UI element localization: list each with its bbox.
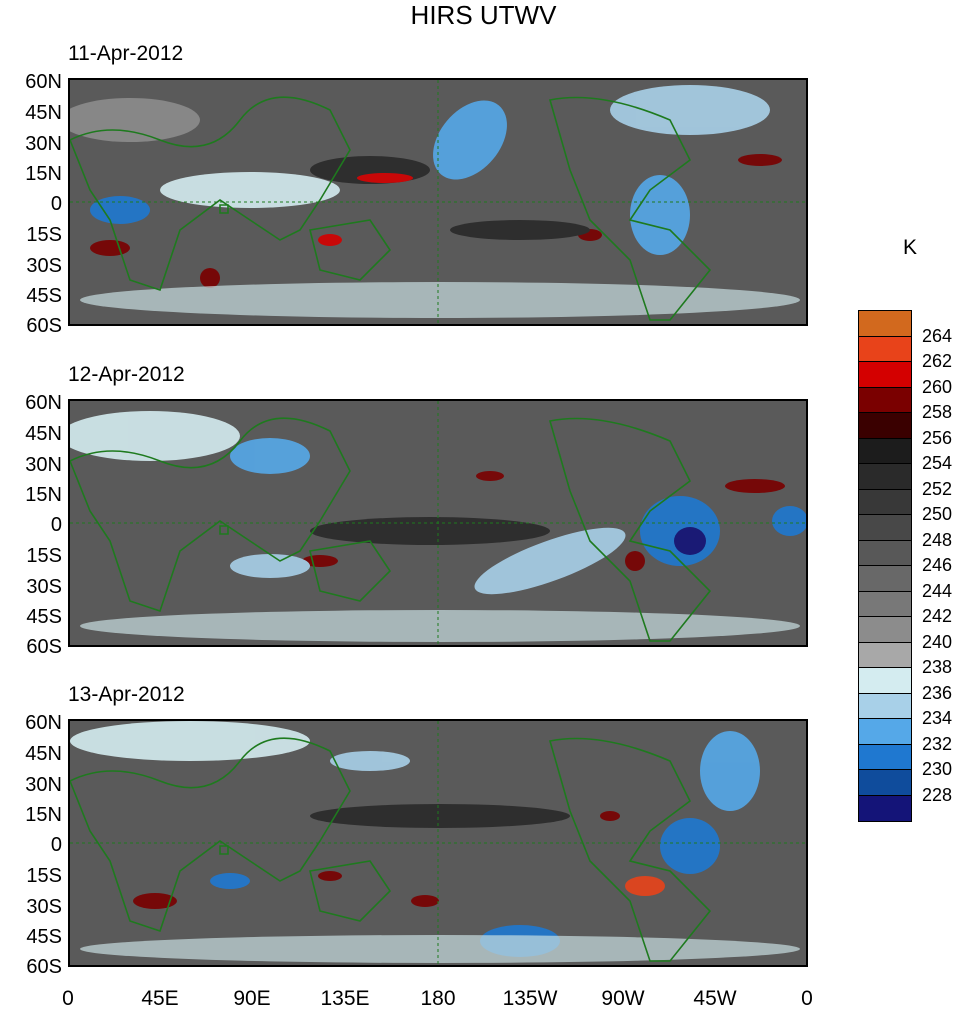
lat-label: 0 <box>50 514 62 536</box>
lat-label: 45N <box>25 102 62 124</box>
colorbar-level-label: 256 <box>922 427 953 448</box>
panel-2-date: 12-Apr-2012 <box>68 363 185 386</box>
lat-label: 60N <box>25 392 62 414</box>
panel-1-map <box>68 78 808 326</box>
lon-label: 0 <box>62 987 74 1010</box>
lat-label: 30N <box>25 454 62 476</box>
colorbar-level-label: 238 <box>922 657 953 677</box>
lat-label: 60N <box>25 712 62 734</box>
lat-label: 45S <box>26 285 62 307</box>
colorbar-swatch <box>859 515 911 541</box>
colorbar-swatch <box>859 668 911 694</box>
colorbar-level-label: 248 <box>922 529 953 550</box>
colorbar-level-label: 230 <box>922 759 953 779</box>
colorbar-level-label: 264 <box>922 325 953 346</box>
panel-3-field <box>70 721 806 965</box>
colorbar-level-label: 254 <box>922 453 953 473</box>
lat-label: 30S <box>26 896 62 918</box>
colorbar-swatch <box>859 438 911 464</box>
colorbar-swatch <box>859 795 911 821</box>
colorbar-swatch <box>859 719 911 745</box>
colorbar-swatch <box>859 770 911 796</box>
lat-label: 15N <box>25 804 62 826</box>
lat-label: 15N <box>25 163 62 185</box>
lat-label: 60S <box>26 315 62 337</box>
panel-1-date: 11-Apr-2012 <box>68 42 184 65</box>
lat-label: 15N <box>25 484 62 506</box>
unit-label: K <box>903 236 918 259</box>
colorbar-swatch <box>859 693 911 719</box>
colorbar-level-label: 262 <box>922 351 953 371</box>
lon-label: 135W <box>502 987 558 1010</box>
lat-label: 60S <box>26 956 62 978</box>
lat-label: 15S <box>26 224 62 246</box>
lat-label: 60S <box>26 636 62 658</box>
colorbar-level-label: 260 <box>922 376 953 397</box>
colorbar-swatch <box>859 464 911 490</box>
colorbar-level-label: 228 <box>922 784 953 805</box>
colorbar-level-label: 234 <box>922 708 953 728</box>
colorbar-level-label: 236 <box>922 682 953 703</box>
panel-2-map <box>68 399 808 647</box>
colorbar-level-label: 246 <box>922 555 953 575</box>
panel-1-field <box>70 80 806 324</box>
lon-label: 135E <box>320 987 370 1010</box>
lon-label: 45W <box>693 987 737 1010</box>
lat-label: 45N <box>25 743 62 765</box>
colorbar-swatch <box>859 744 911 770</box>
colorbar-swatch <box>859 566 911 592</box>
lat-label: 15S <box>26 545 62 567</box>
lon-label: 45E <box>141 987 179 1010</box>
colorbar-swatch <box>859 489 911 515</box>
panel-2-field <box>70 401 806 645</box>
figure-title: HIRS UTWV <box>410 0 557 30</box>
colorbar-level-label: 244 <box>922 580 953 601</box>
lon-label: 0 <box>801 987 813 1010</box>
colorbar-level-label: 252 <box>922 478 953 499</box>
colorbar-level-label: 240 <box>922 631 953 652</box>
colorbar-swatch <box>859 336 911 362</box>
lat-label: 0 <box>50 193 62 215</box>
colorbar-swatch <box>859 311 911 337</box>
colorbar-swatch <box>859 362 911 388</box>
lat-label: 45S <box>26 926 62 948</box>
panel-3-map <box>68 719 808 967</box>
lon-label: 90W <box>601 987 645 1010</box>
colorbar-swatch <box>859 617 911 643</box>
lat-label: 30S <box>26 576 62 598</box>
lat-label: 30N <box>25 133 62 155</box>
lat-label: 60N <box>25 71 62 93</box>
lat-label: 15S <box>26 865 62 887</box>
colorbar-swatch <box>859 540 911 566</box>
lat-label: 30N <box>25 774 62 796</box>
colorbar-swatch <box>859 413 911 439</box>
colorbar-swatch <box>859 591 911 617</box>
colorbar-level-label: 242 <box>922 606 953 626</box>
panel-3-date: 13-Apr-2012 <box>68 683 185 706</box>
lat-label: 0 <box>50 834 62 856</box>
colorbar <box>858 310 912 822</box>
colorbar-level-label: 250 <box>922 504 953 524</box>
lon-label: 90E <box>233 987 271 1010</box>
colorbar-swatch <box>859 387 911 413</box>
colorbar-level-label: 258 <box>922 402 953 422</box>
lon-label: 180 <box>420 987 456 1010</box>
lat-label: 45N <box>25 423 62 445</box>
colorbar-level-label: 232 <box>922 733 953 754</box>
colorbar-swatch <box>859 642 911 668</box>
lat-label: 30S <box>26 255 62 277</box>
lat-label: 45S <box>26 606 62 628</box>
